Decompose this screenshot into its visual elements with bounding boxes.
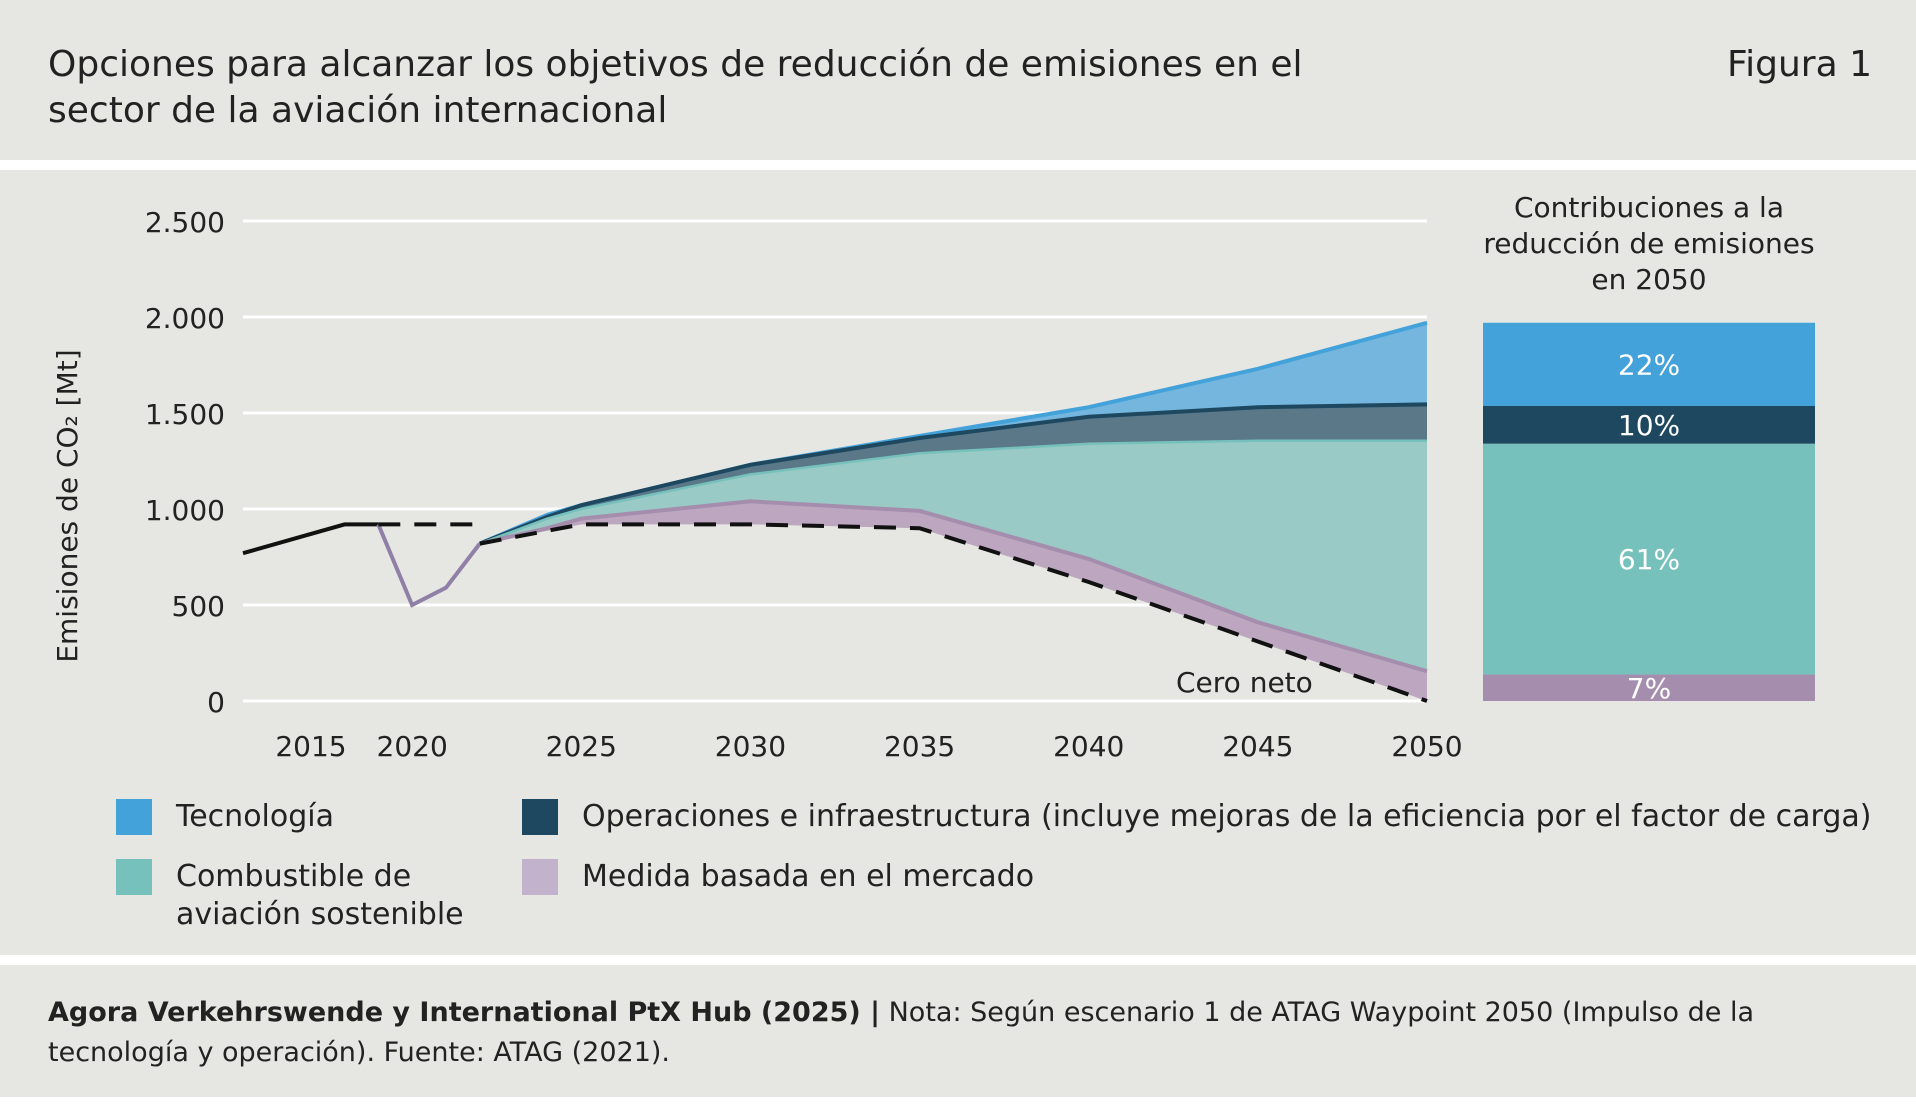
chart-panel: 0 500 1.000 1.500 2.000 2.500 2015 2020 2025 2030… — [0, 170, 1916, 955]
legend-swatch-operaciones — [522, 799, 558, 835]
x-tick-label: 2045 — [1222, 730, 1293, 763]
line-operaciones — [479, 402, 1428, 546]
x-tick-label: 2020 — [377, 730, 448, 763]
figure-label: Figura 1 — [1727, 44, 1872, 85]
y-tick-label: 2.500 — [145, 206, 225, 239]
contributions-title-line: en 2050 — [1591, 263, 1706, 296]
covid-dip-line — [376, 523, 482, 608]
area-operaciones — [479, 404, 1427, 544]
note-text: Nota: Según escenario 1 de ATAG Waypoint… — [48, 997, 1755, 1068]
x-tick-label: 2040 — [1053, 730, 1124, 763]
net-zero-line — [479, 522, 1428, 703]
y-tick-label: 1.500 — [145, 398, 225, 431]
net-zero-label: Cero neto — [1176, 666, 1313, 699]
figure-footer: Agora Verkehrswende y International PtX … — [0, 965, 1916, 1097]
legend-swatch-combustible — [116, 859, 152, 895]
x-tick-label: 2030 — [715, 730, 786, 763]
y-tick-label: 1.000 — [145, 494, 225, 527]
chart-title: Opciones para alcanzar los objetivos de … — [48, 44, 1303, 131]
x-tick-label: 2035 — [884, 730, 955, 763]
x-tick-label: 2025 — [546, 730, 617, 763]
y-tick-label: 500 — [172, 590, 225, 623]
x-tick-label: 2050 — [1391, 730, 1462, 763]
contributions-title-line: reducción de emisiones — [1483, 227, 1814, 260]
y-axis-label: Emisiones de CO₂ [Mt] — [51, 349, 84, 662]
contribution-bar-combustible — [1483, 443, 1815, 675]
x-tick-label: 2015 — [275, 730, 346, 763]
legend-label-operaciones: Operaciones e infraestructura (incluye m… — [582, 799, 1872, 834]
contribution-label-operaciones: 10% — [1618, 409, 1680, 442]
figure-header: Opciones para alcanzar los objetivos de … — [0, 0, 1916, 160]
contribution-bar-mercado — [1483, 674, 1815, 701]
line-combustible — [479, 439, 1427, 545]
contribution-bar-operaciones — [1483, 405, 1815, 444]
contribution-label-combustible: 61% — [1618, 543, 1680, 576]
area-combustible — [479, 440, 1427, 672]
y-tick-label: 0 — [207, 686, 225, 719]
y-tick-label: 2.000 — [145, 302, 225, 335]
legend-label-mercado: Medida basada en el mercado — [582, 859, 1035, 894]
legend-label-tecnologia: Tecnología — [176, 799, 334, 834]
legend-item-tecnologia: Tecnología — [116, 798, 334, 836]
contribution-label-tecnologia: 22% — [1618, 348, 1680, 381]
emissions-chart: 0 500 1.000 1.500 2.000 2.500 2015 2020 2025 2030… — [51, 191, 1815, 763]
contribution-label-mercado: 7% — [1627, 672, 1671, 705]
contribution-bar-tecnologia — [1483, 322, 1815, 406]
legend-item-combustible: Combustible de aviación sostenible — [116, 858, 476, 934]
legend-swatch-tecnologia — [116, 799, 152, 835]
legend-item-operaciones: Operaciones e infraestructura (incluye m… — [522, 798, 1871, 836]
legend-label-combustible: Combustible de aviación sostenible — [176, 859, 464, 932]
legend-swatch-mercado — [522, 859, 558, 895]
source-credit: Agora Verkehrswende y International PtX … — [48, 997, 881, 1028]
contributions-title-line: Contribuciones a la — [1514, 191, 1784, 224]
legend-item-mercado: Medida basada en el mercado — [522, 858, 1034, 896]
line-mercado — [479, 499, 1428, 674]
history-line — [242, 522, 379, 556]
source-note: Agora Verkehrswende y International PtX … — [48, 993, 1868, 1073]
